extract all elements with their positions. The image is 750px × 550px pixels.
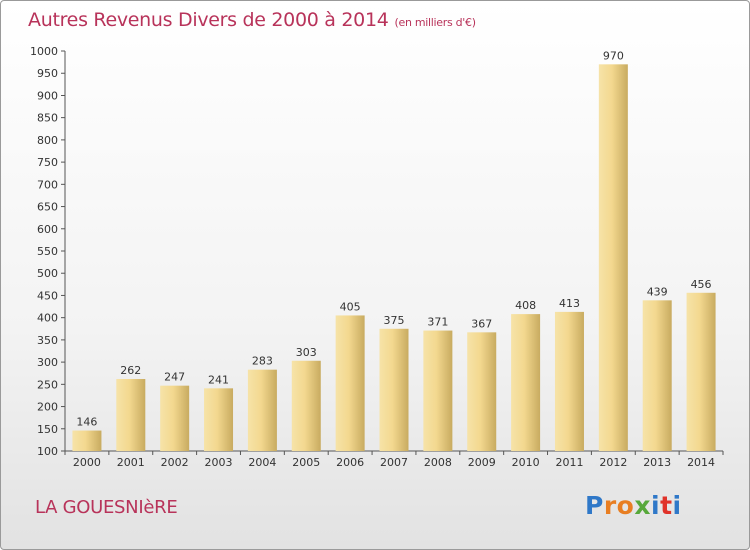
value-label-2004: 283 xyxy=(252,355,273,368)
value-label-2009: 367 xyxy=(471,317,492,330)
logo-letter: r xyxy=(603,491,617,520)
value-label-2007: 375 xyxy=(384,314,405,327)
logo-letter: o xyxy=(616,491,635,520)
x-tick-label: 2007 xyxy=(380,456,408,469)
logo-letter: P xyxy=(585,491,604,520)
value-label-2010: 408 xyxy=(515,299,536,312)
x-tick-label: 2002 xyxy=(161,456,189,469)
y-tick-label: 250 xyxy=(37,378,58,391)
x-tick-label: 2004 xyxy=(248,456,276,469)
value-label-2008: 371 xyxy=(427,316,448,329)
value-label-2005: 303 xyxy=(296,346,317,359)
x-tick-label: 2003 xyxy=(205,456,233,469)
logo-letter: x xyxy=(634,491,651,520)
bar-2013 xyxy=(642,300,672,451)
x-tick-label: 2009 xyxy=(468,456,496,469)
bar-2009 xyxy=(467,332,497,451)
value-label-2011: 413 xyxy=(559,297,580,310)
y-tick-label: 150 xyxy=(37,423,58,436)
value-label-2002: 247 xyxy=(164,371,185,384)
value-label-2013: 439 xyxy=(647,285,668,298)
y-tick-label: 800 xyxy=(37,134,58,147)
bar-2011 xyxy=(554,311,584,451)
bar-2012 xyxy=(598,64,628,452)
bar-2002 xyxy=(160,385,190,451)
chart-value-labels: 146 262 247 241 283 303 405 375 371 367 408 413 970 4… xyxy=(76,49,711,428)
x-tick-label: 2011 xyxy=(555,456,583,469)
bar-2008 xyxy=(423,330,453,451)
proxiti-logo[interactable]: Proxiti xyxy=(585,491,682,520)
bar-2004 xyxy=(247,369,277,451)
logo-letter: i xyxy=(651,491,661,520)
bar-2005 xyxy=(291,360,321,451)
chart-bars xyxy=(72,64,716,452)
y-tick-label: 350 xyxy=(37,334,58,347)
x-tick-label: 2010 xyxy=(512,456,540,469)
value-label-2012: 970 xyxy=(603,49,624,62)
logo-letter: t xyxy=(660,491,673,520)
x-tick-label: 2014 xyxy=(687,456,715,469)
y-tick-label: 650 xyxy=(37,201,58,214)
y-tick-label: 500 xyxy=(37,267,58,280)
y-tick-label: 700 xyxy=(37,178,58,191)
value-label-2014: 456 xyxy=(691,278,712,291)
y-tick-label: 200 xyxy=(37,401,58,414)
bar-2007 xyxy=(379,328,409,451)
title-text: Autres Revenus Divers de 2000 à 2014 xyxy=(28,9,389,31)
chart-title: Autres Revenus Divers de 2000 à 2014 (en … xyxy=(28,9,476,31)
value-label-2001: 262 xyxy=(120,364,141,377)
y-tick-label: 400 xyxy=(37,312,58,325)
value-label-2006: 405 xyxy=(340,300,361,313)
bar-2001 xyxy=(116,379,146,451)
y-tick-label: 300 xyxy=(37,356,58,369)
commune-name: LA GOUESNIèRE xyxy=(35,497,178,518)
bar-2003 xyxy=(204,388,234,451)
bar-2010 xyxy=(511,314,541,451)
y-tick-label: 550 xyxy=(37,245,58,258)
value-label-2000: 146 xyxy=(76,416,97,429)
title-unit: (en milliers d'€) xyxy=(394,16,476,29)
x-tick-label: 2001 xyxy=(117,456,145,469)
y-tick-label: 450 xyxy=(37,289,58,302)
y-tick-label: 900 xyxy=(37,89,58,102)
x-tick-label: 2008 xyxy=(424,456,452,469)
y-tick-label: 950 xyxy=(37,67,58,80)
bar-2006 xyxy=(335,315,365,451)
y-tick-label: 100 xyxy=(37,445,58,458)
bar-2000 xyxy=(72,430,102,451)
x-tick-label: 2005 xyxy=(292,456,320,469)
x-tick-label: 2000 xyxy=(73,456,101,469)
y-tick-label: 1000 xyxy=(30,45,58,58)
x-tick-label: 2013 xyxy=(643,456,671,469)
x-tick-label: 2012 xyxy=(599,456,627,469)
bar-2014 xyxy=(686,292,716,451)
value-label-2003: 241 xyxy=(208,373,229,386)
y-tick-label: 850 xyxy=(37,112,58,125)
logo-letter: i xyxy=(672,491,682,520)
y-tick-label: 600 xyxy=(37,223,58,236)
x-tick-label: 2006 xyxy=(336,456,364,469)
y-tick-label: 750 xyxy=(37,156,58,169)
